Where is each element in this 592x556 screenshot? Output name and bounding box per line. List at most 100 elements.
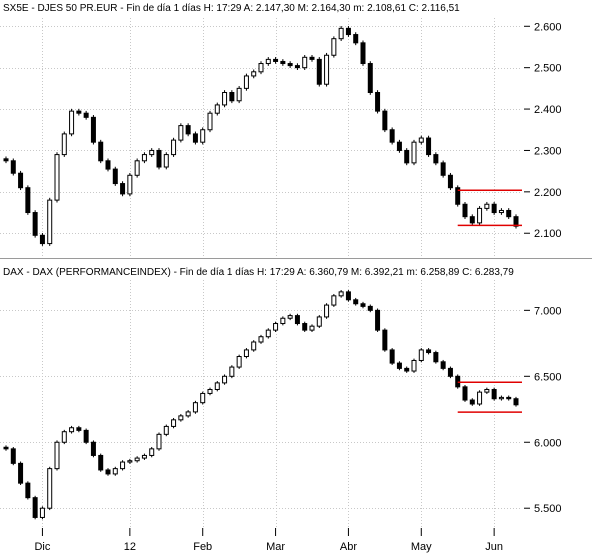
dax-candle-body	[149, 448, 155, 456]
dax-candle-body	[440, 361, 446, 369]
sx5e-candle-body	[389, 129, 395, 143]
sx5e-candle-body	[25, 187, 31, 214]
dax-candle-body	[360, 303, 366, 307]
dax-candle-body	[396, 362, 402, 369]
dax-candles	[3, 290, 519, 520]
dax-candle-body	[273, 323, 279, 331]
dax-candle-body	[345, 291, 351, 301]
dax-range-lines	[457, 381, 522, 413]
sx5e-candle-body	[127, 174, 133, 195]
sx5e-candle-body	[192, 133, 198, 143]
dax-candle-body	[375, 309, 381, 331]
sx5e-candle-body	[39, 234, 45, 245]
sx5e-candle-body	[222, 92, 228, 106]
dax-candle-body	[207, 388, 213, 394]
sx5e-candle-body	[294, 65, 300, 69]
sx5e-candle-body	[302, 56, 308, 69]
dax-candle-body	[513, 398, 519, 406]
dax-header: DAX - DAX (PERFORMANCEINDEX) - Fin de dí…	[3, 267, 514, 278]
dax-candle-body	[222, 375, 228, 384]
dax-candle-body	[127, 460, 133, 463]
dax-candle-body	[185, 411, 191, 417]
dax-candle-body	[477, 391, 483, 405]
sx5e-candle-body	[273, 58, 279, 62]
dax-candle-body	[171, 419, 177, 427]
sx5e-candle-body	[316, 58, 322, 85]
sx5e-candle-body	[229, 92, 235, 102]
sx5e-candle-body	[18, 172, 24, 189]
sx5e-candle-body	[462, 203, 468, 218]
sx5e-candle-body	[404, 149, 410, 164]
sx5e-candle-body	[134, 160, 140, 176]
sx5e-candle-body	[433, 154, 439, 164]
dax-candle-body	[433, 352, 439, 363]
sx5e-candle-body	[214, 104, 220, 114]
dax-candle-body	[331, 295, 337, 306]
sx5e-candle-body	[280, 60, 286, 65]
sx5e-range-lines	[457, 189, 522, 227]
sx5e-candle-body	[98, 141, 104, 162]
sx5e-candle-body	[258, 63, 264, 73]
sx5e-candle-body	[447, 174, 453, 189]
dax-candle-body	[105, 469, 111, 475]
dax-candle-body	[324, 304, 330, 318]
sx5e-y-tick-label: 2.300	[534, 145, 562, 157]
dax-y-tick-label: 5.500	[534, 503, 562, 515]
sx5e-candle-body	[338, 27, 344, 40]
x-tick-label: 12	[124, 541, 136, 553]
dax-candle-body	[236, 356, 242, 368]
dax-candle-body	[25, 482, 31, 499]
sx5e-candle-body	[171, 139, 177, 156]
dax-candle-body	[90, 441, 96, 456]
dax-candle-body	[47, 468, 53, 509]
dax-y-tick-label: 6.500	[534, 371, 562, 383]
sx5e-candle-body	[440, 162, 446, 176]
dax-candle-body	[484, 388, 490, 393]
sx5e-candle-body	[287, 63, 293, 67]
sx5e-candle-body	[185, 125, 191, 135]
dax-y-tick-label: 6.000	[534, 437, 562, 449]
sx5e-candle-body	[477, 207, 483, 224]
dax-candle-body	[243, 349, 249, 358]
sx5e-candle-body	[243, 75, 249, 89]
dax-candle-body	[258, 336, 264, 343]
sx5e-candle-body	[309, 56, 315, 60]
sx5e-candle-body	[120, 183, 126, 195]
sx5e-candle-body	[491, 203, 497, 214]
x-tick-label: Abr	[340, 541, 357, 553]
sx5e-candle-body	[251, 71, 257, 77]
dax-candle-body	[112, 468, 118, 475]
dax-candle-body	[54, 441, 60, 470]
dax-candle-body	[302, 323, 308, 331]
dax-candle-body	[251, 341, 257, 351]
dax-candle-body	[141, 454, 147, 459]
sx5e-panel: 2.600 2.500 2.400 2.300 2.200 2.100 SX5E - DJ…	[0, 0, 592, 256]
time-axis: Dic 12 Feb Mar Abr May Jun	[34, 528, 503, 553]
sx5e-candle-body	[76, 110, 82, 114]
sx5e-candle-body	[32, 212, 38, 236]
x-tick-label: Dic	[34, 541, 50, 553]
sx5e-candle-body	[411, 141, 417, 164]
sx5e-y-tick-label: 2.400	[534, 104, 562, 116]
sx5e-header: SX5E - DJES 50 PR.EUR - Fin de día 1 día…	[3, 3, 460, 14]
sx5e-candle-body	[513, 216, 519, 227]
sx5e-candle-body	[69, 110, 75, 135]
sx5e-candle-body	[200, 129, 206, 143]
dax-candle-body	[200, 392, 206, 404]
dax-candle-body	[411, 359, 417, 372]
sx5e-y-tick-label: 2.600	[534, 21, 562, 33]
dax-candle-body	[389, 349, 395, 364]
sx5e-candle-body	[498, 209, 504, 214]
sx5e-candle-body	[156, 149, 162, 168]
dax-candle-body	[265, 329, 271, 338]
dax-y-axis: 7.000 6.500 6.000 5.500	[524, 305, 562, 515]
dax-candle-body	[469, 399, 475, 405]
dax-candle-body	[506, 396, 512, 400]
sx5e-candle-body	[469, 216, 475, 224]
sx5e-candle-body	[3, 158, 9, 162]
dax-candle-body	[120, 461, 126, 470]
dax-candle-body	[462, 386, 468, 401]
sx5e-candle-body	[83, 112, 89, 118]
dax-y-tick-label: 7.000	[534, 305, 562, 317]
